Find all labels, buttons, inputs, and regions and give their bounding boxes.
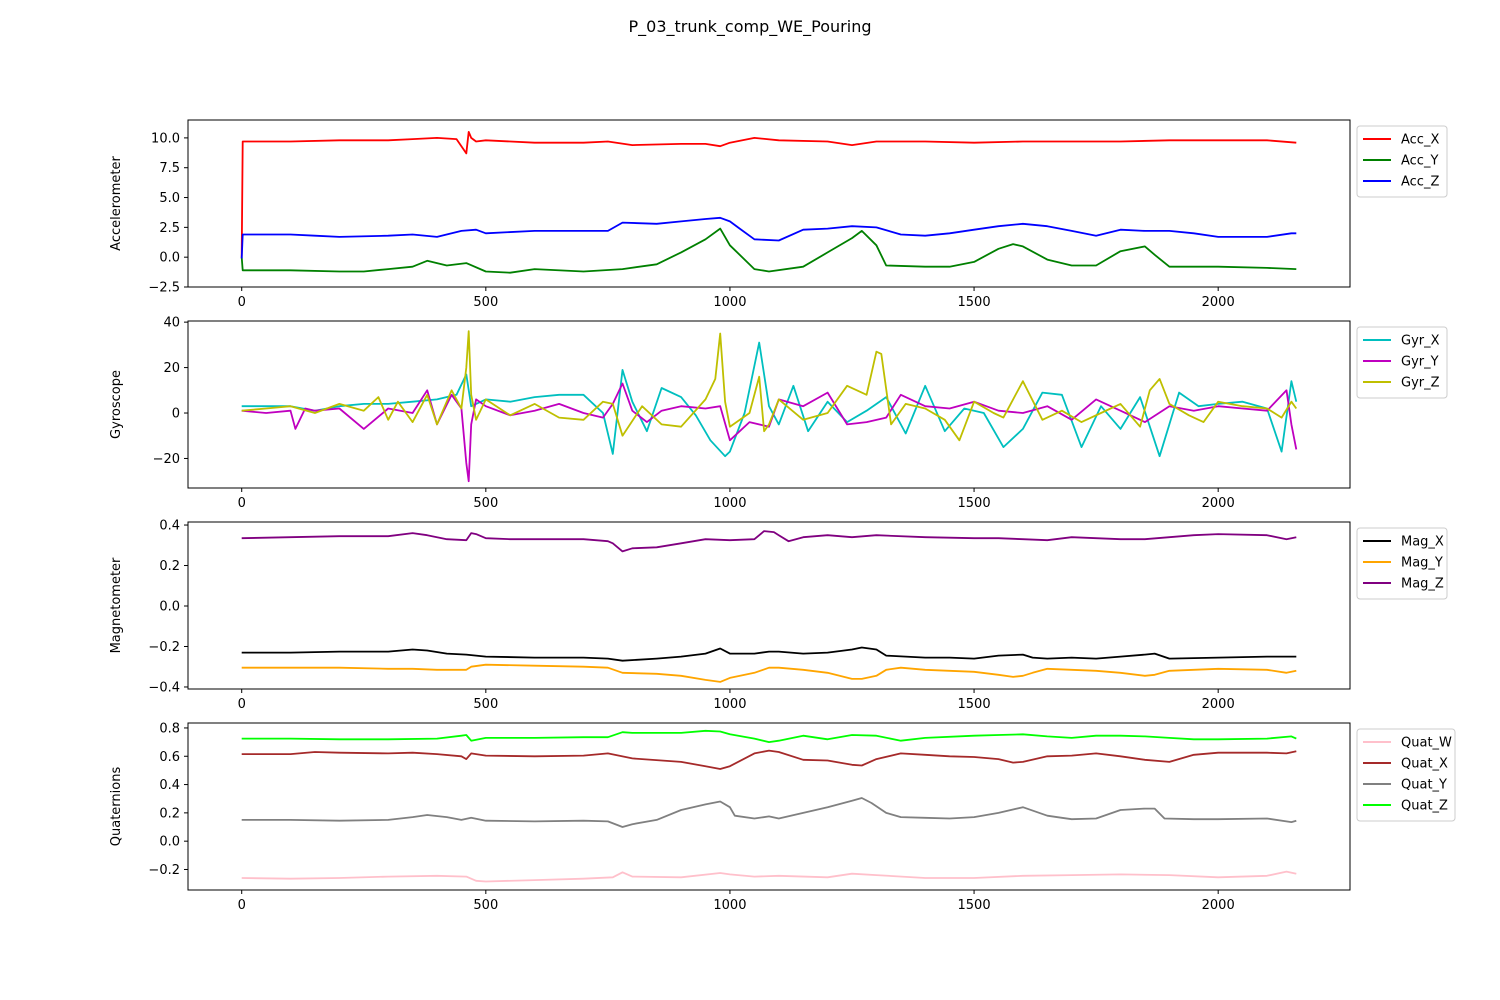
legend-box — [1356, 125, 1448, 198]
axes-frame — [187, 521, 1351, 690]
x-tick-label: 500 — [473, 697, 498, 712]
legend-label: Quat_Z — [1401, 799, 1448, 814]
series-line-acc-x — [240, 130, 1297, 258]
subplot-quaternions: 0 500 1000 1500 2000 −0.2 0.0 0.2 0.4 0.6 0.8 Quate… — [109, 721, 1456, 913]
y-tick-label: −0.4 — [148, 680, 180, 695]
series-line-gyr-z — [241, 330, 1298, 442]
y-tick-label: 0.4 — [159, 778, 180, 793]
series-line-quat-y — [241, 797, 1297, 828]
x-tick-label: 0 — [238, 697, 246, 712]
y-tick-label: −2.5 — [148, 281, 180, 296]
y-tick-label: 0.6 — [159, 750, 180, 765]
x-tick-label: 500 — [473, 496, 498, 511]
y-tick-label: 0.0 — [159, 600, 180, 615]
legend-label: Mag_Z — [1401, 577, 1444, 592]
y-tick-label: 0 — [172, 407, 180, 422]
x-tick-label: 2000 — [1202, 697, 1235, 712]
y-tick-label: −0.2 — [148, 640, 180, 655]
x-tick-label: 1000 — [713, 697, 746, 712]
x-tick-label: 2000 — [1202, 295, 1235, 310]
y-tick-label: 0.2 — [159, 806, 180, 821]
y-tick-label: 0.0 — [159, 835, 180, 850]
subplot-gyroscope: 0 500 1000 1500 2000−2002040GyroscopeGyr_XGy… — [109, 316, 1448, 511]
x-tick-label: 1500 — [958, 697, 991, 712]
series-line-mag-x — [241, 646, 1297, 662]
y-axis-label: Quaternions — [109, 767, 124, 847]
chart-title: P_03_trunk_comp_WE_Pouring — [628, 17, 872, 36]
legend-label: Quat_X — [1401, 757, 1448, 772]
x-tick-label: 500 — [473, 898, 498, 913]
x-tick-label: 1500 — [958, 496, 991, 511]
axes-frame — [187, 722, 1351, 891]
x-tick-label: 500 — [473, 295, 498, 310]
axes-frame — [187, 320, 1351, 489]
legend: Gyr_X Gyr_Y Gyr_Z — [1356, 326, 1448, 399]
legend: Mag_X Mag_Y Mag_Z — [1356, 527, 1448, 600]
series-line-quat-x — [241, 749, 1297, 770]
x-tick-label: 0 — [238, 295, 246, 310]
x-tick-label: 1000 — [713, 496, 746, 511]
legend-label: Gyr_X — [1401, 334, 1440, 349]
subplot-magnetometer: 0 500 1000 1500 2000 −0.4 −0.2 0.0 0.2 0.4 Magneto… — [109, 519, 1448, 712]
y-tick-label: 0.8 — [159, 721, 180, 736]
y-tick-label: 40 — [163, 316, 180, 331]
x-tick-label: 1500 — [958, 898, 991, 913]
legend-label: Acc_Z — [1401, 175, 1439, 190]
y-axis-label: Gyroscope — [109, 370, 124, 439]
x-tick-label: 0 — [238, 898, 246, 913]
x-tick-label: 2000 — [1202, 496, 1235, 511]
y-axis-label: Accelerometer — [109, 156, 124, 251]
series-line-mag-y — [241, 663, 1297, 683]
series-line-quat-w — [241, 870, 1297, 883]
y-tick-label: 7.5 — [159, 161, 180, 176]
legend-label: Quat_W — [1401, 736, 1452, 751]
x-tick-label: 1500 — [958, 295, 991, 310]
legend-label: Quat_Y — [1401, 778, 1447, 793]
legend-label: Gyr_Y — [1401, 355, 1439, 370]
y-tick-label: 0.4 — [159, 519, 180, 534]
legend-box — [1356, 527, 1448, 600]
legend-label: Acc_Y — [1401, 154, 1438, 169]
x-tick-label: 1000 — [713, 898, 746, 913]
y-tick-label: 2.5 — [159, 221, 180, 236]
y-tick-label: 5.0 — [159, 191, 180, 206]
y-tick-label: 0.0 — [159, 251, 180, 266]
legend-box — [1356, 728, 1456, 822]
y-axis-label: Magnetometer — [109, 557, 124, 653]
legend: Quat_W Quat_X Quat_Y Quat_Z — [1356, 728, 1456, 822]
legend: Acc_X Acc_Y Acc_Z — [1356, 125, 1448, 198]
y-tick-label: 20 — [163, 361, 180, 376]
subplot-accelerometer: 0 500 1000 1500 2000 −2.5 0.0 2.5 5.0 7.5 10.0 Acce… — [109, 119, 1448, 310]
legend-box — [1356, 326, 1448, 399]
legend-label: Acc_X — [1401, 133, 1439, 148]
y-tick-label: 10.0 — [151, 131, 180, 146]
series-line-acc-z — [240, 216, 1297, 259]
series-line-mag-z — [241, 530, 1297, 553]
series-line-acc-y — [240, 227, 1297, 274]
series-line-gyr-x — [241, 341, 1298, 458]
x-tick-label: 0 — [238, 496, 246, 511]
y-tick-label: 0.2 — [159, 559, 180, 574]
axes-frame — [187, 119, 1351, 288]
y-tick-label: −20 — [153, 452, 180, 467]
x-tick-label: 1000 — [713, 295, 746, 310]
legend-label: Gyr_Z — [1401, 376, 1440, 391]
legend-label: Mag_Y — [1401, 556, 1443, 571]
legend-label: Mag_X — [1401, 535, 1444, 550]
series-line-quat-z — [241, 729, 1297, 743]
series-line-gyr-y — [241, 382, 1298, 483]
y-tick-label: −0.2 — [148, 863, 180, 878]
x-tick-label: 2000 — [1202, 898, 1235, 913]
